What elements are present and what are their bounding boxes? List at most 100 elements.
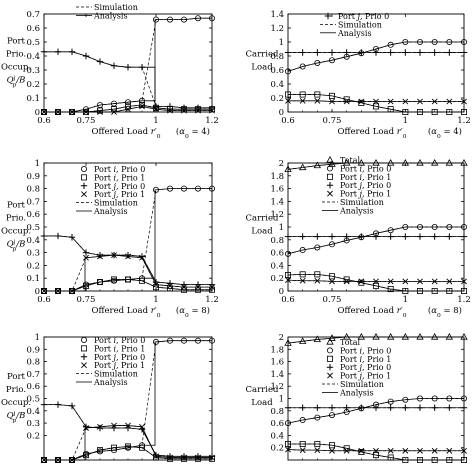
panel-top-left-series-plus-point — [124, 64, 132, 71]
panel-middle-right-series-square-point — [446, 287, 453, 294]
panel-middle-left-ylabel-line: Qj p/B — [7, 238, 26, 252]
panel-bottom-right-legend-marker-square — [326, 355, 333, 362]
panel-middle-right-series-square-point — [416, 287, 423, 294]
panel-bottom-left-series-cross-point — [125, 422, 131, 429]
panel-bottom-right-legend-label: Port j, Prio 1 — [340, 372, 391, 381]
panel-middle-right-series-plus-point — [446, 233, 453, 240]
panel-bottom-right: 0.2 0.4 0.6 0.8 1 1.2 1.4 1.6 1.8 2 Carried Load Tot… — [246, 332, 468, 463]
panel-top-left-series-cross-point — [55, 109, 61, 115]
panel-middle-right-series-square-point — [372, 282, 379, 289]
panel-top-left-ytick-label: 0.5 — [26, 38, 40, 48]
panel-bottom-right-series-circle-point — [416, 395, 423, 402]
panel-top-left-series-circle-point — [125, 99, 132, 106]
panel-bottom-right-series-circle-point — [299, 417, 306, 424]
panel-middle-right-series-circle-point — [446, 223, 453, 230]
panel-top-left-xlabel: Offered Load r′0 — [91, 127, 160, 140]
panel-top-left-xtick-label: 0.6 — [37, 116, 51, 126]
panel-top-left-xtick-label: 1 — [153, 116, 158, 126]
panel-middle-right-series-square-point — [358, 279, 365, 286]
panel-middle-right-series-circle-point — [387, 227, 394, 234]
panel-middle-left-ytick-label: 0.3 — [26, 249, 40, 259]
panel-middle-left-xtick-label: 0.75 — [77, 295, 96, 305]
panel-bottom-right-series-triangle-point — [328, 334, 336, 341]
panel-middle-left-series-cross-point — [55, 288, 61, 294]
panel-middle-left: 0 0.1 0.2 0.3 0.4 0.5 0.6 0.7 0.8 0.9 1 0.6 0.75 1 1.2… — [1, 159, 219, 319]
panel-bottom-left-ylabel-line: Occup. — [1, 398, 31, 408]
panel-top-left-series-circle-point — [208, 15, 215, 22]
panel-middle-left-ylabel-line: Prio. — [6, 214, 26, 224]
panel-top-right-series-square-point — [328, 92, 335, 99]
panel-bottom-right-ylabel-line: Load — [251, 398, 273, 408]
panel-top-left-series-circle-point — [138, 97, 145, 104]
panel-middle-right-series-circle-point — [402, 223, 409, 230]
panel-middle-left-xlabel: Offered Load r′0 — [91, 306, 160, 319]
panel-middle-right-series-square-point — [284, 271, 291, 278]
panel-bottom-left-legend-label: Port i, Prio 0 — [94, 336, 145, 345]
panel-bottom-right-series-plus-point — [372, 404, 380, 411]
panel-bottom-right-series-triangle-simulation-line — [287, 336, 464, 344]
panel-middle-right-series-square-point — [402, 287, 409, 294]
panel-middle-left-series-plus-point — [40, 232, 48, 240]
panel-middle-right-series-circle-point — [431, 223, 438, 230]
panel-middle-left-series-circle-point — [180, 185, 187, 192]
panel-middle-right-ytick-label: 1.8 — [270, 172, 284, 182]
panel-middle-left-series-cross-point — [125, 253, 131, 260]
panel-bottom-left-series-circle-point — [180, 337, 187, 344]
panel-bottom-right-series-plus-point — [314, 404, 321, 411]
panel-top-right-series-plus-point — [402, 49, 409, 56]
panel-top-left-ylabel-line: Prio. — [6, 50, 26, 60]
panel-top-right-series-square-point — [402, 109, 409, 116]
panel-middle-left-legend-marker-square — [81, 174, 88, 181]
panel-middle-left-legend-label: Port j, Prio 1 — [94, 190, 145, 199]
panel-middle-right-series-plus-point — [299, 233, 306, 240]
panel-bottom-right-legend-label: Port i, Prio 0 — [340, 346, 391, 355]
panel-top-right-series-cross-point — [329, 98, 335, 105]
panel-top-right-legend-label: Port j, Prio 0 — [338, 12, 389, 21]
panel-middle-left-xtick-label: 1 — [153, 295, 158, 305]
panel-top-left-series-plus-point — [138, 64, 146, 71]
panel-top-right-xtick-label: 0.75 — [323, 116, 342, 126]
panel-top-right-series-square-point — [431, 109, 438, 116]
panel-top-right-ytick-label: 0.6 — [270, 66, 284, 76]
panel-bottom-right-series-triangle-point — [357, 332, 366, 340]
panel-top-left-series-plus-point — [82, 52, 90, 60]
panel-top-left-series-circle-point — [180, 16, 187, 23]
panel-bottom-left-ylabel-line: Port — [7, 372, 26, 382]
panel-top-right-ytick-label: 0.8 — [270, 52, 284, 62]
panel-top-right-xtick-label: 1 — [403, 116, 408, 126]
panel-top-right-series-plus-point — [299, 49, 306, 56]
panel-top-left-ytick-label: 0.3 — [26, 66, 40, 76]
panel-middle-right-series-square-point — [460, 287, 467, 294]
panel-top-left-series-plus-point — [180, 104, 188, 111]
panel-bottom-right-legend-marker-triangle — [326, 337, 334, 345]
panel-top-right-legend-label: Analysis — [337, 29, 372, 38]
panel-bottom-right-series-circle-point — [402, 396, 409, 403]
panel-top-right-series-cross-point — [387, 98, 394, 105]
panel-middle-right-legend-label: Port j, Prio 1 — [340, 190, 391, 199]
panel-middle-left-legend-label: Port i, Prio 0 — [94, 165, 145, 174]
panel-middle-right-annotation: (α0 = 8) — [428, 305, 462, 319]
panel-top-right-series-circle-point — [460, 39, 467, 46]
panel-middle-left-legend-label: Analysis — [93, 207, 128, 216]
panel-top-left-series-cross-point — [97, 109, 103, 115]
panel-bottom-left-series-plus-point — [68, 402, 76, 410]
panel-top-left-ylabel-line: Occup. — [1, 63, 31, 73]
panel-bottom-right-ylabel-line: Carried — [246, 385, 279, 395]
panel-middle-right-series-square-point — [343, 276, 350, 283]
panel-bottom-right-series-triangle-point — [342, 332, 351, 340]
panel-middle-left-series-square-point — [97, 279, 104, 286]
panel-bottom-left-series-circle-point — [208, 337, 215, 344]
panel-middle-left-series-circle-point — [152, 186, 159, 193]
panel-top-right-ytick-label: 1 — [279, 38, 284, 48]
panel-bottom-right-series-square-point — [387, 454, 394, 461]
panel-middle-right-xlabel: Offered Load r′0 — [337, 306, 406, 319]
panel-bottom-left-legend-label: Analysis — [93, 378, 128, 387]
panel-bottom-left-series-plus-point — [96, 424, 104, 432]
panel-top-right-series-plus-point — [343, 49, 350, 56]
panel-middle-left-ytick-label: 0.8 — [26, 185, 40, 195]
panel-middle-right-series-triangle-point — [372, 158, 380, 166]
panel-bottom-right-series-cross-point — [299, 447, 306, 454]
panel-middle-right-legend-label: Port i, Prio 0 — [340, 164, 391, 173]
panel-top-right-series-plus-point — [431, 49, 438, 56]
panel-middle-left-series-cross-point — [181, 284, 187, 291]
